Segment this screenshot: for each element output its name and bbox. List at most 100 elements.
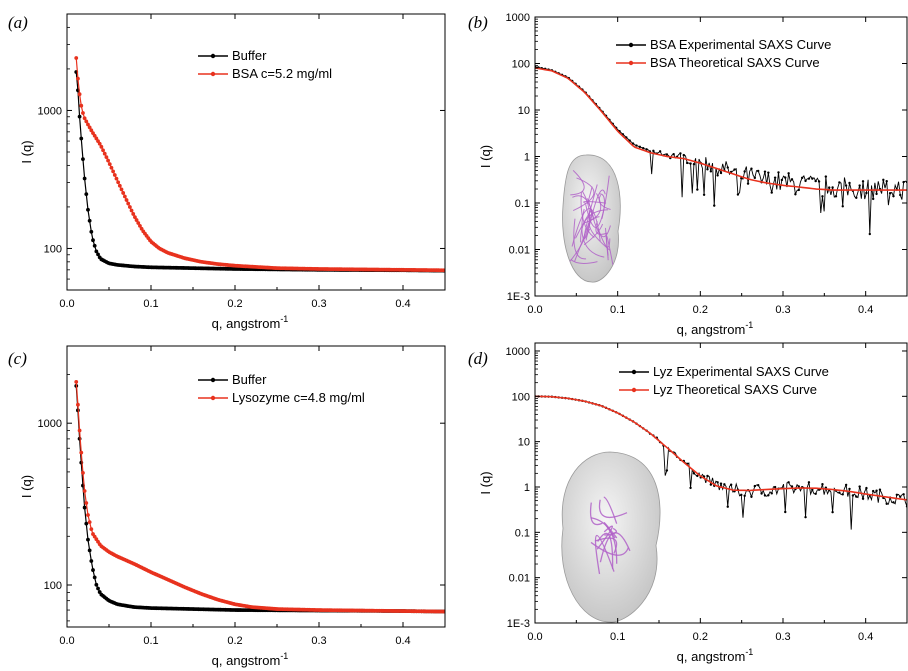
panel-letter: (b) <box>468 13 488 32</box>
series-1 <box>535 67 907 191</box>
x-tick-label: 0.1 <box>143 298 158 310</box>
data-point <box>702 193 706 196</box>
data-point <box>713 204 716 207</box>
legend-label: BSA Theoretical SAXS Curve <box>650 55 820 70</box>
y-axis-label: I (q) <box>19 140 34 163</box>
data-point <box>86 122 90 127</box>
data-point <box>87 125 92 130</box>
data-point <box>77 114 82 119</box>
data-point <box>81 470 85 475</box>
data-point <box>709 170 713 173</box>
data-point <box>855 495 858 498</box>
data-point <box>131 212 136 216</box>
legend-marker <box>628 60 634 66</box>
y-tick-label: 1 <box>524 482 530 494</box>
molecule-inset <box>561 451 661 623</box>
data-point <box>652 149 655 153</box>
data-point <box>87 520 92 525</box>
data-point <box>89 229 94 234</box>
data-point <box>102 151 107 156</box>
data-point <box>844 483 848 487</box>
plot-area <box>535 65 907 236</box>
data-point <box>107 162 112 167</box>
data-point <box>716 174 719 177</box>
legend-marker <box>210 71 216 77</box>
data-point <box>101 148 105 153</box>
data-point <box>129 208 134 213</box>
data-point <box>780 178 784 182</box>
data-point <box>831 186 834 189</box>
molecule-inset <box>562 154 621 283</box>
data-point <box>858 184 861 187</box>
data-point <box>122 194 127 199</box>
data-point <box>875 192 878 196</box>
data-point <box>638 145 642 149</box>
data-point <box>804 179 807 183</box>
data-point <box>773 485 777 489</box>
data-point <box>899 193 902 197</box>
data-point <box>116 180 121 185</box>
data-point <box>828 186 831 189</box>
data-point <box>773 176 777 179</box>
series-0 <box>74 384 445 614</box>
y-tick-label: 0.01 <box>509 573 530 585</box>
data-point <box>97 141 102 146</box>
data-point <box>84 501 89 505</box>
data-point <box>875 489 878 492</box>
data-point <box>89 559 94 563</box>
y-axis-label: I (q) <box>19 475 34 498</box>
data-point <box>127 205 132 209</box>
x-tick-label: 0.3 <box>775 631 790 643</box>
data-point <box>84 119 89 124</box>
series-1 <box>74 56 445 273</box>
data-point <box>804 515 807 519</box>
data-point <box>770 492 773 495</box>
data-point <box>79 136 84 141</box>
data-point <box>719 171 723 175</box>
data-point <box>848 487 851 491</box>
data-point <box>96 586 100 591</box>
plot-area <box>74 56 445 273</box>
y-tick-label: 100 <box>44 580 62 592</box>
data-point <box>729 483 733 486</box>
series-line <box>535 395 907 501</box>
data-point <box>689 486 692 490</box>
data-point <box>848 181 851 185</box>
data-point <box>746 182 750 185</box>
data-point <box>117 183 122 188</box>
legend: Buffer Lysozyme c=4.8 mg/ml <box>198 372 365 405</box>
data-point <box>82 489 87 493</box>
series-0 <box>74 70 445 273</box>
data-point <box>723 483 726 486</box>
data-point <box>679 152 682 155</box>
data-point <box>865 191 868 195</box>
legend: Buffer BSA c=5.2 mg/ml <box>198 48 332 81</box>
data-point <box>635 144 638 147</box>
data-point <box>82 176 87 181</box>
data-point <box>767 171 770 174</box>
panel-d: (d) 0.0 0.1 0.2 0.3 0.4 1E-3 0.01 0.1 1 10 100 1000 q… <box>468 342 908 664</box>
data-point <box>790 485 794 488</box>
data-point <box>631 142 635 145</box>
data-point <box>692 472 696 475</box>
data-point <box>824 175 828 178</box>
data-point <box>841 493 844 496</box>
data-point <box>767 494 770 497</box>
x-tick-label: 0.3 <box>311 298 326 310</box>
data-point <box>99 144 104 149</box>
plot-frame <box>66 345 446 628</box>
y-tick-label: 1000 <box>506 12 530 24</box>
data-point <box>92 575 97 580</box>
series-line <box>75 381 445 613</box>
series-line <box>75 385 445 613</box>
data-point <box>87 548 92 553</box>
data-point <box>89 128 94 133</box>
data-point <box>106 158 110 163</box>
data-point <box>79 103 84 108</box>
y-tick-label: 0.01 <box>509 245 530 257</box>
data-point <box>757 169 760 173</box>
data-point <box>76 76 80 81</box>
legend: BSA Experimental SAXS Curve BSA Theoretic… <box>616 37 831 70</box>
panel-a: (a) 0.0 0.1 0.2 0.3 0.4 100 1000 q, angstrom-1 I … <box>8 13 446 331</box>
